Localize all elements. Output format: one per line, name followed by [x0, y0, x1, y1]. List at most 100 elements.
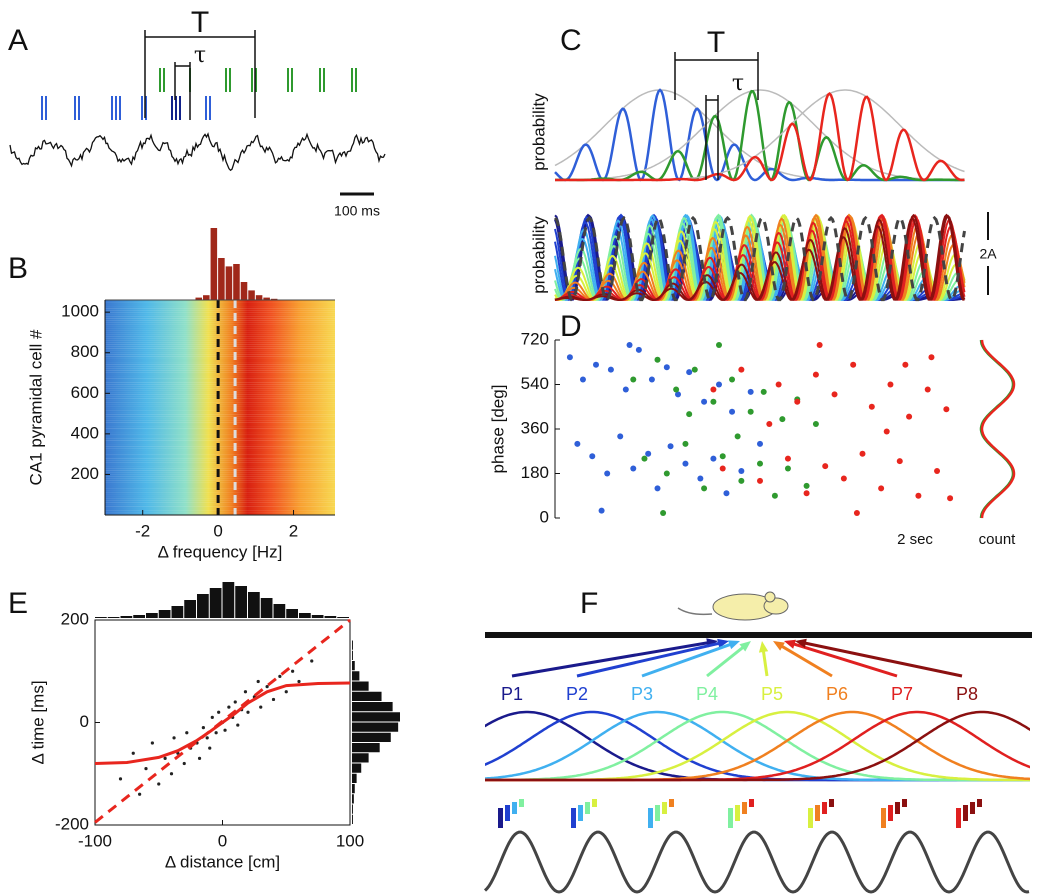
point — [902, 361, 909, 368]
point — [697, 475, 704, 482]
point — [757, 460, 763, 467]
point — [859, 450, 866, 457]
heatmap-row — [105, 466, 335, 467]
point — [598, 507, 605, 514]
heatmap-row — [105, 362, 335, 363]
place-label: P3 — [631, 684, 653, 704]
heatmap-row — [105, 454, 335, 455]
spike-bar — [519, 799, 524, 807]
panel-label: F — [580, 587, 598, 620]
spike-bar — [956, 808, 961, 828]
scale-label: 2 sec — [897, 531, 933, 548]
y-tick-label: 400 — [71, 423, 99, 442]
point — [660, 510, 667, 517]
histogram-bar — [352, 763, 362, 773]
point — [803, 482, 810, 489]
heatmap-row — [105, 342, 335, 343]
panel-label: C — [560, 24, 582, 57]
heatmap-row — [105, 468, 335, 469]
spike-bar — [902, 799, 907, 807]
dashed-line — [94, 618, 351, 824]
y-tick-label: 540 — [521, 374, 549, 393]
place-field — [485, 710, 1030, 782]
y-tick-label: 0 — [80, 712, 89, 731]
point — [719, 465, 726, 472]
place-label: P6 — [826, 684, 848, 704]
arrow — [706, 644, 746, 678]
histogram-bar — [210, 228, 218, 300]
point — [883, 428, 890, 435]
heatmap-row — [105, 344, 335, 345]
x-tick-label: 0 — [218, 831, 227, 850]
point — [630, 465, 637, 472]
point — [840, 475, 847, 482]
heatmap-row — [105, 368, 335, 369]
y-tick-label: -200 — [55, 814, 89, 833]
y-tick-label: 1000 — [61, 302, 99, 321]
point — [574, 440, 581, 447]
panel-label: D — [560, 310, 582, 343]
heatmap-row — [105, 450, 335, 451]
point — [259, 705, 263, 709]
envelope — [554, 89, 965, 181]
panel-label: B — [8, 252, 28, 285]
point — [784, 465, 791, 472]
arrow-head — [795, 638, 807, 648]
heatmap-row — [105, 464, 335, 465]
heatmap-row — [105, 414, 335, 415]
point — [118, 777, 123, 781]
heatmap-row — [105, 502, 335, 503]
probability-curve — [554, 88, 965, 182]
point — [775, 381, 782, 388]
point — [641, 455, 648, 462]
probability-curve — [555, 89, 965, 182]
point — [236, 723, 240, 727]
heatmap-row — [105, 498, 335, 499]
heatmap-row — [105, 380, 335, 381]
place-label: P7 — [891, 684, 913, 704]
point — [648, 376, 655, 383]
histogram-bar — [311, 615, 324, 618]
spike-bar — [571, 808, 576, 828]
point — [878, 485, 885, 492]
heatmap-row — [105, 350, 335, 351]
histogram-bar — [255, 295, 263, 300]
heatmap-row — [105, 320, 335, 321]
x-axis-label: Δ frequency [Hz] — [158, 542, 283, 561]
spike-bar — [592, 799, 597, 807]
heatmap-row — [105, 378, 335, 379]
y-tick-label: 0 — [540, 507, 549, 526]
point — [757, 440, 763, 447]
marginal-curve — [980, 339, 1016, 519]
marginal-label: count — [979, 531, 1017, 548]
x-tick-label: 0 — [213, 521, 222, 540]
histogram-bar — [352, 814, 353, 824]
point — [734, 433, 741, 440]
histogram-bar — [203, 295, 210, 300]
heatmap-row — [105, 376, 335, 377]
heatmap-row — [105, 500, 335, 501]
histogram-bar — [260, 598, 273, 618]
heatmap-row — [105, 410, 335, 411]
histogram-bar — [352, 794, 354, 804]
heatmap-row — [105, 308, 335, 309]
point — [182, 761, 186, 766]
spike-bar — [881, 808, 886, 828]
point — [233, 700, 237, 704]
point — [297, 679, 301, 684]
spike-bar — [735, 805, 740, 821]
histogram-bar — [233, 264, 240, 300]
heatmap-row — [105, 390, 335, 391]
point — [738, 477, 745, 484]
spike-bar — [822, 802, 827, 814]
point — [710, 455, 717, 462]
period-label: T — [191, 6, 209, 39]
point — [701, 398, 708, 405]
point — [201, 726, 205, 730]
heatmap-row — [105, 360, 335, 361]
heatmap-row — [105, 504, 335, 505]
heatmap-row — [105, 446, 335, 447]
arrow-head — [728, 640, 740, 650]
y-tick-label: 200 — [61, 609, 89, 628]
place-label: P4 — [696, 684, 718, 704]
